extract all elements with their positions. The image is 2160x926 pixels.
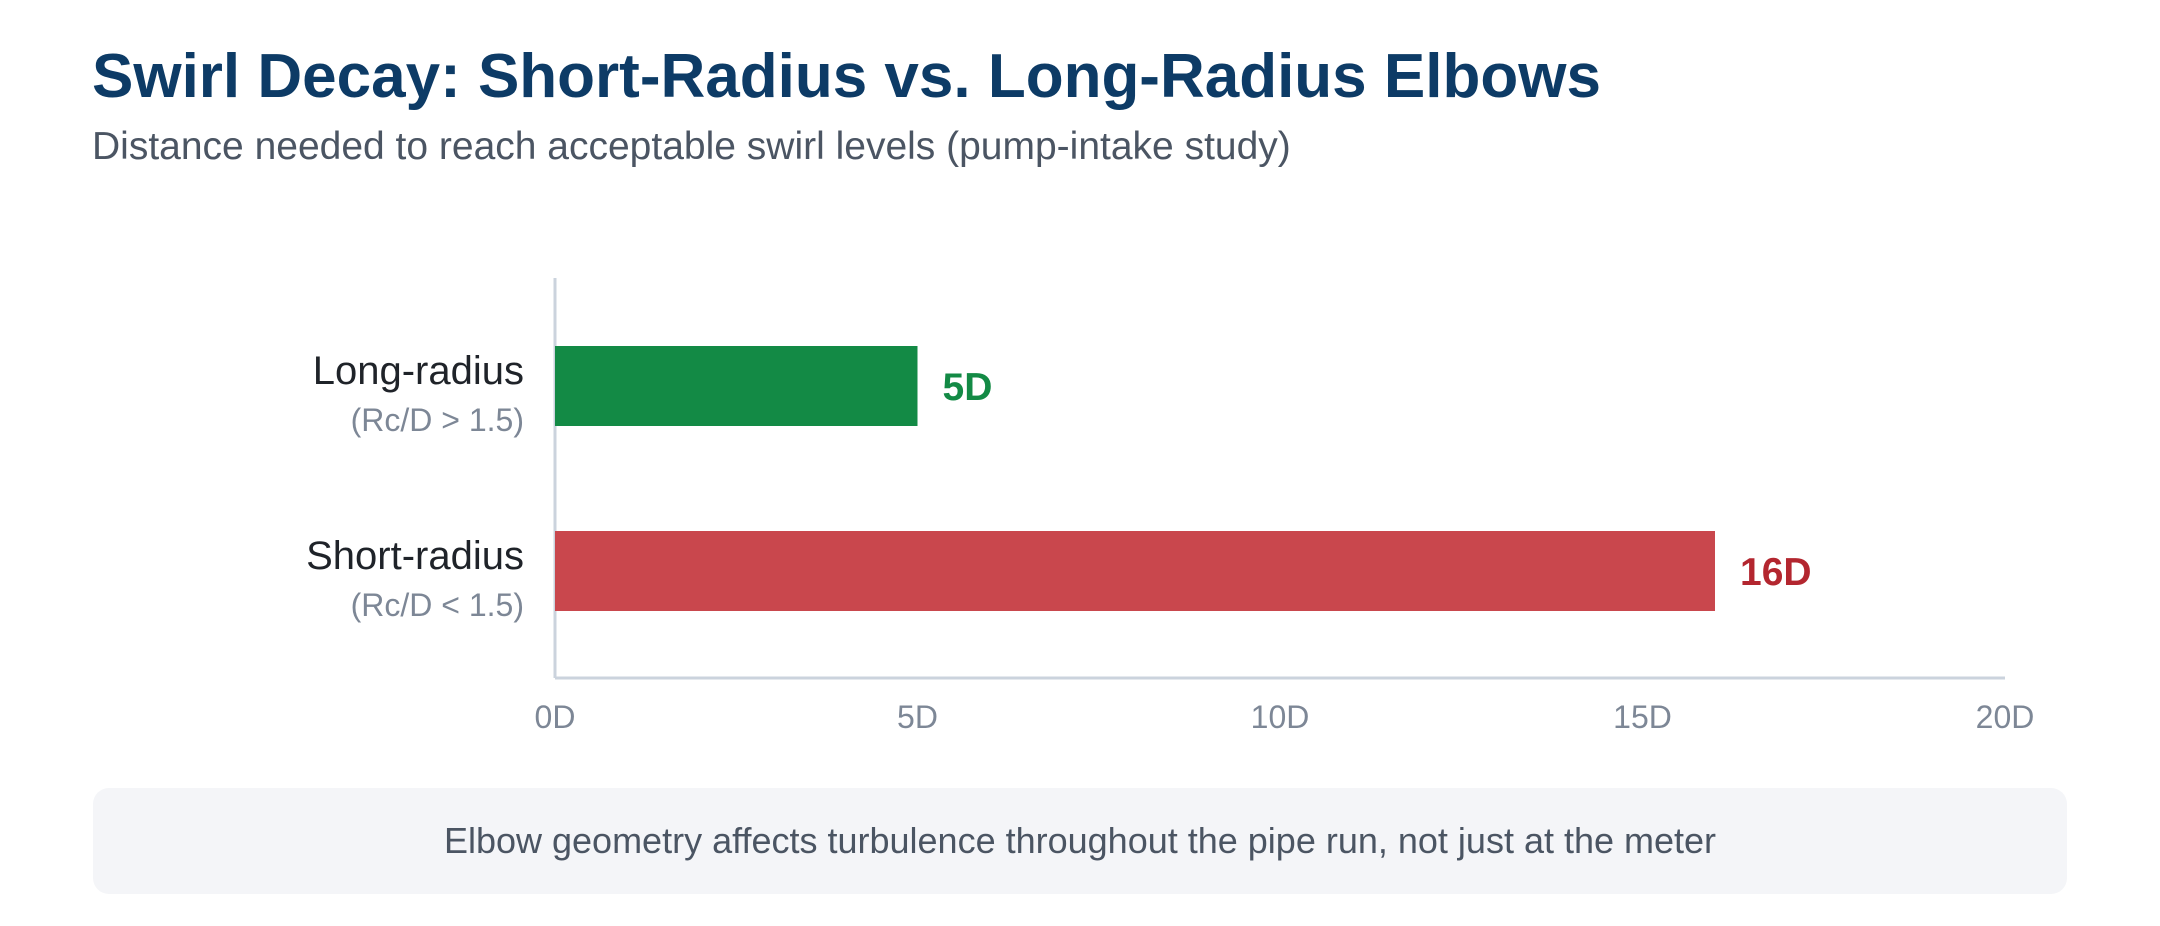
bar-short-radius bbox=[555, 531, 1715, 611]
x-tick-label: 20D bbox=[1976, 699, 2035, 735]
data-label: 5D bbox=[943, 366, 993, 409]
chart-subtitle: Distance needed to reach acceptable swir… bbox=[92, 125, 1291, 168]
category-sublabel: (Rc/D > 1.5) bbox=[351, 402, 524, 438]
bar-long-radius bbox=[555, 346, 918, 426]
category-label: Short-radius bbox=[306, 534, 524, 578]
x-tick-label: 5D bbox=[897, 699, 938, 735]
note-text: Elbow geometry affects turbulence throug… bbox=[443, 820, 1717, 861]
note-box: Elbow geometry affects turbulence throug… bbox=[93, 788, 2067, 894]
category-sublabel: (Rc/D < 1.5) bbox=[351, 587, 524, 623]
x-tick-label: 15D bbox=[1613, 699, 1672, 735]
data-label: 16D bbox=[1740, 551, 1812, 594]
chart-title: Swirl Decay: Short-Radius vs. Long-Radiu… bbox=[92, 42, 1601, 111]
category-label: Long-radius bbox=[313, 349, 524, 393]
x-tick-label: 10D bbox=[1251, 699, 1310, 735]
x-tick-label: 0D bbox=[535, 699, 576, 735]
